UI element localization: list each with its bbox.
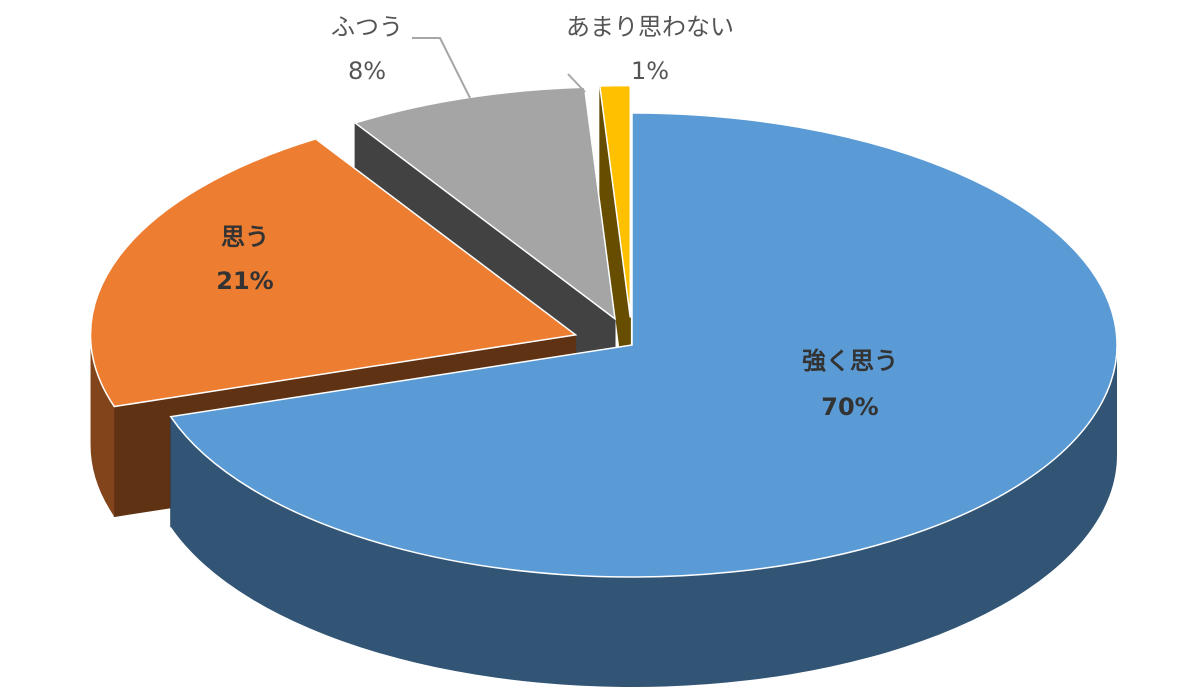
- slice-side: [90, 334, 115, 517]
- leader-line: [412, 37, 471, 99]
- slice-label: 思う: [221, 223, 269, 251]
- slice-value-label: 21%: [216, 267, 273, 295]
- slice-label: 強く思う: [802, 347, 898, 375]
- slice-value-label: 70%: [821, 393, 878, 421]
- leader-line: [567, 73, 586, 93]
- slice: [89, 138, 578, 408]
- slice-label: あまり思わない: [566, 13, 734, 41]
- slice-side: [170, 345, 1117, 688]
- slice-value-label: 8%: [348, 57, 386, 85]
- slice-label: ふつう: [331, 13, 403, 41]
- slice-value-label: 1%: [631, 57, 669, 85]
- slice: [169, 112, 1118, 578]
- slice: [598, 84, 632, 318]
- slice: [353, 86, 616, 321]
